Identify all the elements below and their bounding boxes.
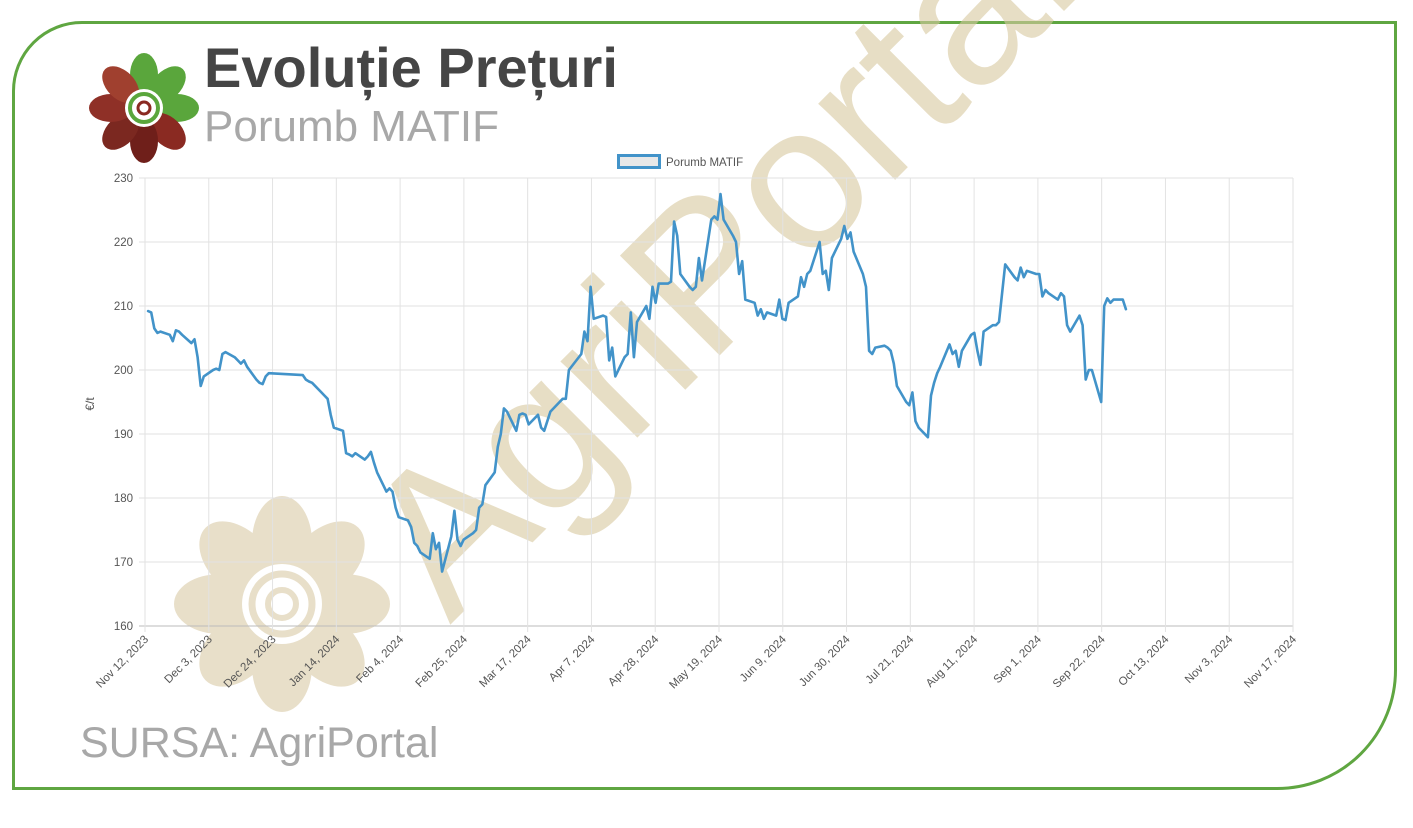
x-tick-label: Nov 17, 2024 bbox=[1242, 633, 1299, 690]
x-tick-label: Sep 1, 2024 bbox=[992, 633, 1045, 686]
x-tick-label: Feb 4, 2024 bbox=[354, 633, 406, 685]
x-tick-label: Apr 7, 2024 bbox=[547, 633, 598, 684]
y-axis: 160 170 180 190 200 210 220 230 bbox=[114, 173, 133, 633]
chart-legend[interactable]: Porumb MATIF bbox=[617, 154, 744, 170]
legend-swatch[interactable] bbox=[617, 154, 661, 169]
page-title: Evoluție Prețuri bbox=[204, 36, 618, 99]
card-frame bbox=[12, 21, 1397, 790]
series-line-porumb-matif bbox=[146, 192, 1128, 573]
legend-label[interactable]: Porumb MATIF bbox=[666, 157, 743, 169]
x-tick-label: Nov 3, 2024 bbox=[1183, 633, 1236, 686]
x-tick-label: Sep 22, 2024 bbox=[1051, 633, 1108, 690]
x-tick-label: Nov 12, 2023 bbox=[94, 634, 151, 691]
y-tick-label: 170 bbox=[114, 557, 133, 569]
page-subtitle: Porumb MATIF bbox=[204, 102, 500, 151]
y-tick-label: 160 bbox=[114, 621, 133, 633]
y-tick-label: 190 bbox=[114, 429, 133, 441]
chart-grid bbox=[139, 177, 1294, 632]
x-tick-label: Dec 24, 2023 bbox=[222, 634, 279, 691]
y-tick-label: 180 bbox=[114, 493, 133, 505]
y-tick-label: 220 bbox=[114, 237, 133, 249]
x-tick-label: Dec 3, 2023 bbox=[163, 634, 215, 686]
x-tick-label: May 19, 2024 bbox=[667, 633, 725, 691]
x-tick-label: Apr 28, 2024 bbox=[606, 633, 661, 688]
x-tick-label: Aug 11, 2024 bbox=[924, 633, 981, 690]
x-tick-label: Jul 21, 2024 bbox=[864, 633, 917, 686]
x-tick-label: Feb 25, 2024 bbox=[414, 633, 471, 690]
source-label: SURSA: AgriPortal bbox=[80, 719, 439, 767]
y-tick-label: 200 bbox=[114, 365, 133, 377]
x-tick-label: Jun 30, 2024 bbox=[797, 633, 853, 689]
x-tick-label: Mar 17, 2024 bbox=[477, 633, 534, 690]
y-tick-label: 210 bbox=[114, 301, 133, 313]
x-tick-label: Oct 13, 2024 bbox=[1117, 633, 1172, 688]
x-tick-label: Jan 14, 2024 bbox=[287, 633, 343, 689]
y-axis-label: €/t bbox=[83, 397, 97, 411]
agriportal-logo-icon bbox=[89, 53, 199, 163]
y-tick-label: 230 bbox=[114, 173, 133, 185]
x-tick-label: Jun 9, 2024 bbox=[738, 633, 789, 684]
x-axis: Nov 12, 2023 Dec 3, 2023 Dec 24, 2023 Jan 1… bbox=[94, 633, 1299, 691]
